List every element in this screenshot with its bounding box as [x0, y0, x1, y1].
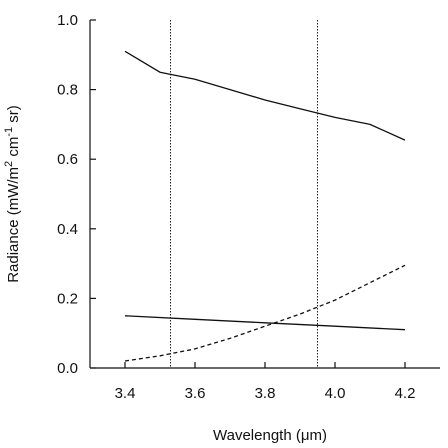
y-axis-title-sup1: 2	[3, 161, 15, 167]
x-tick-label: 4.0	[325, 385, 346, 402]
y-axis-title-part2: cm	[5, 137, 22, 161]
y-tick-label: 1.0	[57, 12, 78, 29]
y-tick-label: 0.6	[57, 151, 78, 168]
y-tick-label: 0.8	[57, 82, 78, 99]
series-line-2	[124, 315, 406, 331]
x-tick-label: 4.2	[395, 385, 416, 402]
y-tick-label: 0.2	[57, 290, 78, 307]
y-tick-label: 0.0	[57, 360, 78, 377]
x-tick-label: 3.6	[185, 385, 206, 402]
y-axis-title-part3: sr)	[5, 105, 22, 127]
x-tick-label: 3.4	[115, 385, 136, 402]
axes	[89, 20, 440, 369]
ticks: 0.0 0.2 0.4 0.6 0.8 1.0 3.4 3.6 3.8 4.0 4.2	[57, 12, 415, 402]
y-tick-label: 0.4	[57, 221, 78, 238]
y-axis-title-sup2: -1	[3, 127, 15, 137]
plot-area	[124, 20, 406, 368]
y-axis-title: Radiance (mW/m2 cm-1 sr)	[3, 105, 22, 283]
series-line-3	[124, 264, 406, 362]
x-axis-title: Wavelength (μm)	[213, 427, 327, 444]
series-line-1	[124, 50, 406, 141]
x-tick-label: 3.8	[255, 385, 276, 402]
y-axis-title-part1: Radiance (mW/m	[5, 167, 22, 283]
